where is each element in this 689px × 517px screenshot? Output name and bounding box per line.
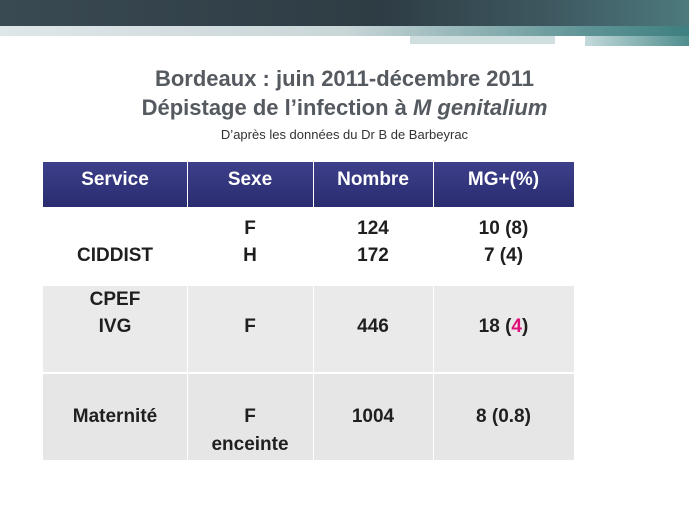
column-divider <box>187 162 188 460</box>
cell-nombre: 446 <box>357 316 389 337</box>
cell-nombre: 1004 <box>351 406 395 427</box>
title-line2-text: Dépistage de l’infection à <box>141 95 413 120</box>
table-row <box>43 209 574 285</box>
table-row <box>43 373 574 460</box>
cell-nombre: 172 <box>357 245 389 266</box>
mg-suffix: ) <box>522 316 529 337</box>
slide-top-bar <box>0 0 689 26</box>
cell-mg: 7 (4) <box>483 245 524 266</box>
slide-title-line2: Dépistage de l’infection à M genitalium <box>0 95 689 121</box>
cell-service: IVG <box>98 316 132 337</box>
header-sexe: Sexe <box>227 169 273 190</box>
cell-service: Maternité <box>72 406 158 427</box>
header-mg: MG+(%) <box>467 169 540 190</box>
cell-service: CIDDIST <box>77 245 153 266</box>
title-line2-italic: M genitalium <box>412 95 548 120</box>
row-divider <box>43 284 574 286</box>
cell-sexe: H <box>243 245 257 266</box>
cell-mg: 8 (0.8) <box>476 406 531 427</box>
column-divider <box>433 162 434 460</box>
cell-sexe: F <box>244 316 256 337</box>
cell-sexe: enceinte <box>211 434 289 455</box>
header-nombre: Nombre <box>337 169 409 190</box>
slide-accent-stripe <box>0 26 689 36</box>
cell-nombre: 124 <box>357 218 389 239</box>
cell-sexe: F <box>244 218 256 239</box>
slide-subtitle: D’après les données du Dr B de Barbeyrac <box>220 127 469 142</box>
slide-title-line1: Bordeaux : juin 2011-décembre 2011 <box>154 66 535 91</box>
cell-sexe: F <box>244 406 256 427</box>
cell-mg: 18 (4) <box>433 314 574 340</box>
results-table: Service Sexe Nombre MG+(%) CIDDIST F H 1… <box>43 162 574 460</box>
table-row <box>43 285 574 373</box>
header-service: Service <box>81 169 149 190</box>
cell-service: CPEF <box>89 289 141 310</box>
column-divider <box>313 162 314 460</box>
cell-mg: 10 (8) <box>478 218 529 239</box>
mg-highlight: 4 <box>511 316 522 337</box>
row-divider <box>43 372 574 374</box>
slide-accent-stripe-2 <box>410 36 555 44</box>
table-header: Service Sexe Nombre MG+(%) <box>43 162 574 209</box>
slide-accent-stripe-3 <box>585 36 689 46</box>
mg-prefix: 18 ( <box>478 316 512 337</box>
